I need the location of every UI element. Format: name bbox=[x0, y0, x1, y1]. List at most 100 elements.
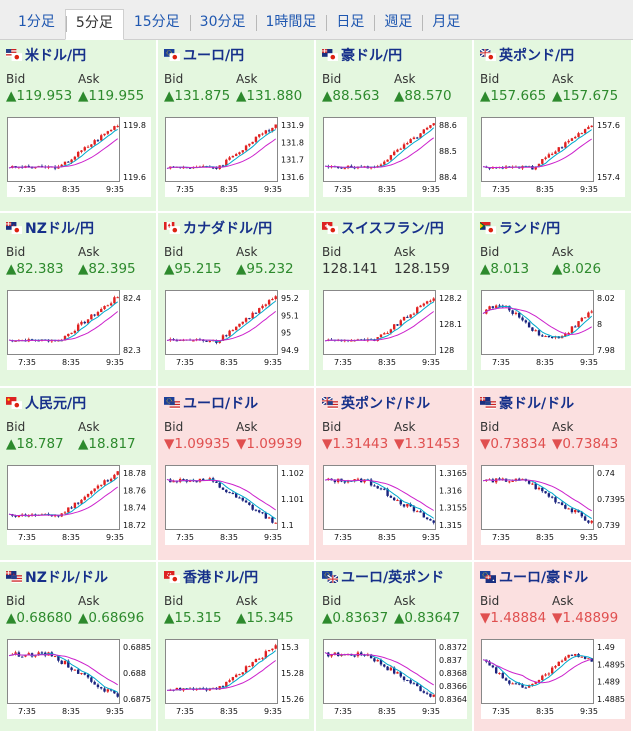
mini-candlestick-chart[interactable]: 15.3 15.28 15.26 7:35 8:35 9:35 bbox=[165, 639, 309, 719]
pair-name[interactable]: 人民元/円 bbox=[25, 396, 87, 412]
pair-name[interactable]: 英ポンド/円 bbox=[499, 48, 575, 64]
pair-title[interactable]: ユーロ/円 bbox=[164, 46, 309, 64]
mini-candlestick-chart[interactable]: 82.4 82.3 7:35 8:35 9:35 bbox=[7, 290, 151, 370]
candle-body bbox=[574, 509, 577, 513]
rate-panel[interactable]: スイスフラン/円 Bid Ask 128.141 128.159 128.2 128.1 12… bbox=[316, 213, 474, 388]
pair-title[interactable]: NZドル/円 bbox=[6, 219, 151, 237]
pair-name[interactable]: ユーロ/豪ドル bbox=[499, 570, 589, 586]
pair-title[interactable]: ユーロ/ドル bbox=[164, 394, 309, 412]
y-tick-label: 119.8 bbox=[123, 121, 146, 130]
rate-panel[interactable]: ユーロ/ドル Bid Ask ▼1.09935 ▼1.09939 1.102 1.101 1.… bbox=[158, 388, 316, 562]
mini-candlestick-chart[interactable]: 95.2 95.1 95 94.9 7:35 8:35 9:35 bbox=[165, 290, 309, 370]
mini-candlestick-chart[interactable]: 119.8 119.6 7:35 8:35 9:35 bbox=[7, 117, 151, 197]
chart-svg: 0.8372 0.837 0.8368 0.8366 0.8364 7:35 8:35 9:3… bbox=[323, 639, 467, 719]
rate-panel[interactable]: ランド/円 Bid Ask ▲8.013 ▲8.026 8.02 8 7.98 7:35 8:35… bbox=[474, 213, 633, 388]
pair-name[interactable]: NZドル/円 bbox=[25, 221, 94, 237]
rate-panel[interactable]: 香港ドル/円 Bid Ask ▲15.315 ▲15.345 15.3 15.28 15.26… bbox=[158, 562, 316, 733]
tab-7[interactable]: 月足 bbox=[422, 9, 470, 39]
rate-panel[interactable]: 英ポンド/円 Bid Ask ▲157.665 ▲157.675 157.6 157.4 7:… bbox=[474, 40, 633, 213]
rate-panel[interactable]: ユーロ/円 Bid Ask ▲131.875 ▲131.880 131.9 131.8 131… bbox=[158, 40, 316, 213]
pair-name[interactable]: ユーロ/ドル bbox=[183, 396, 259, 412]
mini-candlestick-chart[interactable]: 131.9 131.8 131.7 131.6 7:35 8:35 9:35 bbox=[165, 117, 309, 197]
pair-title[interactable]: スイスフラン/円 bbox=[322, 219, 467, 237]
tab-5[interactable]: 日足 bbox=[326, 9, 374, 39]
mini-candlestick-chart[interactable]: 88.6 88.5 88.4 7:35 8:35 9:35 bbox=[323, 117, 467, 197]
mini-candlestick-chart[interactable]: 0.74 0.7395 0.739 7:35 8:35 9:35 bbox=[481, 465, 625, 545]
rate-panel[interactable]: 人民元/円 Bid Ask ▲18.787 ▲18.817 18.78 18.76 18.74… bbox=[0, 388, 158, 562]
candle-body bbox=[498, 673, 501, 675]
x-tick-label: 7:35 bbox=[492, 358, 510, 367]
pair-title[interactable]: 英ポンド/円 bbox=[480, 46, 626, 64]
candle-body bbox=[241, 672, 244, 675]
mini-candlestick-chart[interactable]: 8.02 8 7.98 7:35 8:35 9:35 bbox=[481, 290, 625, 370]
pair-name[interactable]: ユーロ/英ポンド bbox=[341, 570, 445, 586]
pair-name[interactable]: 英ポンド/ドル bbox=[341, 396, 431, 412]
y-tick-label: 1.489 bbox=[597, 678, 620, 687]
plot-frame bbox=[7, 290, 120, 355]
tab-2[interactable]: 15分足 bbox=[133, 14, 180, 30]
rate-panel[interactable]: 米ドル/円 Bid Ask ▲119.953 ▲119.955 119.8 119.6 7:3… bbox=[0, 40, 158, 213]
pair-title[interactable]: NZドル/ドル bbox=[6, 568, 151, 586]
pair-title[interactable]: 米ドル/円 bbox=[6, 46, 151, 64]
candle-body bbox=[389, 155, 393, 160]
rate-panel[interactable]: 豪ドル/ドル Bid Ask ▼0.73834 ▼0.73843 0.74 0.7395 0.… bbox=[474, 388, 633, 562]
timeframe-tabs: 1分足 5分足 15分足 30分足 1時間足 日足 週足 月足 bbox=[0, 0, 633, 40]
pair-name[interactable]: ランド/円 bbox=[499, 221, 561, 237]
candle-body bbox=[409, 139, 412, 144]
pair-title[interactable]: 人民元/円 bbox=[6, 394, 151, 412]
pair-name[interactable]: NZドル/ドル bbox=[25, 570, 108, 586]
tab-3[interactable]: 30分足 bbox=[189, 9, 256, 39]
mini-candlestick-chart[interactable]: 1.3165 1.316 1.3155 1.315 7:35 8:35 9:35 bbox=[323, 465, 467, 545]
chart-svg: 1.3165 1.316 1.3155 1.315 7:35 8:35 9:35 bbox=[323, 465, 467, 545]
moving-average-long bbox=[8, 653, 118, 686]
mini-candlestick-chart[interactable]: 1.49 1.4895 1.489 1.4885 7:35 8:35 9:35 bbox=[481, 639, 625, 719]
pair-title[interactable]: 香港ドル/円 bbox=[164, 568, 309, 586]
mini-candlestick-chart[interactable]: 1.102 1.101 1.1 7:35 8:35 9:35 bbox=[165, 465, 309, 545]
rate-panel[interactable]: ユーロ/豪ドル Bid Ask ▼1.48884 ▼1.48899 1.49 1.4895 1… bbox=[474, 562, 633, 733]
candle-body bbox=[396, 149, 399, 152]
mini-candlestick-chart[interactable]: 128.2 128.1 128 7:35 8:35 9:35 bbox=[323, 290, 467, 370]
pair-name[interactable]: 豪ドル/ドル bbox=[499, 396, 575, 412]
rate-panel[interactable]: 英ポンド/ドル Bid Ask ▼1.31443 ▼1.31453 1.3165 1.316… bbox=[316, 388, 474, 562]
rate-panel[interactable]: NZドル/ドル Bid Ask ▲0.68680 ▲0.68696 0.6885 0.688… bbox=[0, 562, 158, 733]
pair-title[interactable]: ユーロ/豪ドル bbox=[480, 568, 626, 586]
candle-body bbox=[501, 673, 504, 679]
rate-panel[interactable]: カナダドル/円 Bid Ask ▲95.215 ▲95.232 95.2 95.1 95 94.… bbox=[158, 213, 316, 388]
pair-name[interactable]: カナダドル/円 bbox=[183, 221, 273, 237]
candle-body bbox=[70, 159, 73, 163]
pair-title[interactable]: 豪ドル/ドル bbox=[480, 394, 626, 412]
mini-candlestick-chart[interactable]: 18.78 18.76 18.74 18.72 7:35 8:35 9:35 bbox=[7, 465, 151, 545]
pair-name[interactable]: ユーロ/円 bbox=[183, 48, 245, 64]
plot-frame bbox=[165, 465, 278, 530]
candle-body bbox=[570, 138, 574, 141]
mini-candlestick-chart[interactable]: 0.6885 0.688 0.6875 7:35 8:35 9:35 bbox=[7, 639, 151, 719]
y-tick-label: 131.9 bbox=[281, 121, 304, 130]
pair-title[interactable]: ユーロ/英ポンド bbox=[322, 568, 467, 586]
pair-name[interactable]: 豪ドル/円 bbox=[341, 48, 403, 64]
bid-ask-labels: Bid Ask bbox=[322, 72, 467, 86]
candle-body bbox=[30, 339, 34, 341]
rate-panel[interactable]: 豪ドル/円 Bid Ask ▲88.563 ▲88.570 88.6 88.5 88.4 7:3… bbox=[316, 40, 474, 213]
tab-4[interactable]: 1時間足 bbox=[255, 9, 327, 39]
tab-0[interactable]: 1分足 bbox=[18, 14, 55, 30]
pair-title[interactable]: ランド/円 bbox=[480, 219, 626, 237]
candle-body bbox=[215, 167, 218, 169]
tab-1[interactable]: 5分足 bbox=[64, 9, 124, 40]
rate-panel[interactable]: NZドル/円 Bid Ask ▲82.383 ▲82.395 82.4 82.3 7:35 8:… bbox=[0, 213, 158, 388]
pair-name[interactable]: 香港ドル/円 bbox=[183, 570, 259, 586]
pair-name[interactable]: スイスフラン/円 bbox=[341, 221, 444, 237]
bid-value: ▲15.315 bbox=[164, 610, 222, 626]
pair-name[interactable]: 米ドル/円 bbox=[25, 48, 87, 64]
rate-panel[interactable]: ユーロ/英ポンド Bid Ask ▲0.83637 ▲0.83647 0.8372 0.83… bbox=[316, 562, 474, 733]
pair-title[interactable]: 英ポンド/ドル bbox=[322, 394, 467, 412]
tab-6[interactable]: 週足 bbox=[374, 9, 422, 39]
pair-title[interactable]: 豪ドル/円 bbox=[322, 46, 467, 64]
pair-title[interactable]: カナダドル/円 bbox=[164, 219, 309, 237]
candle-body bbox=[383, 161, 386, 165]
ask-value: ▲119.955 bbox=[78, 88, 145, 104]
candle-body bbox=[416, 137, 419, 139]
mini-candlestick-chart[interactable]: 157.6 157.4 7:35 8:35 9:35 bbox=[481, 117, 625, 197]
candle-body bbox=[557, 502, 560, 504]
mini-candlestick-chart[interactable]: 0.8372 0.837 0.8368 0.8366 0.8364 7:35 8:35 9:3… bbox=[323, 639, 467, 719]
candle-body bbox=[429, 519, 432, 521]
